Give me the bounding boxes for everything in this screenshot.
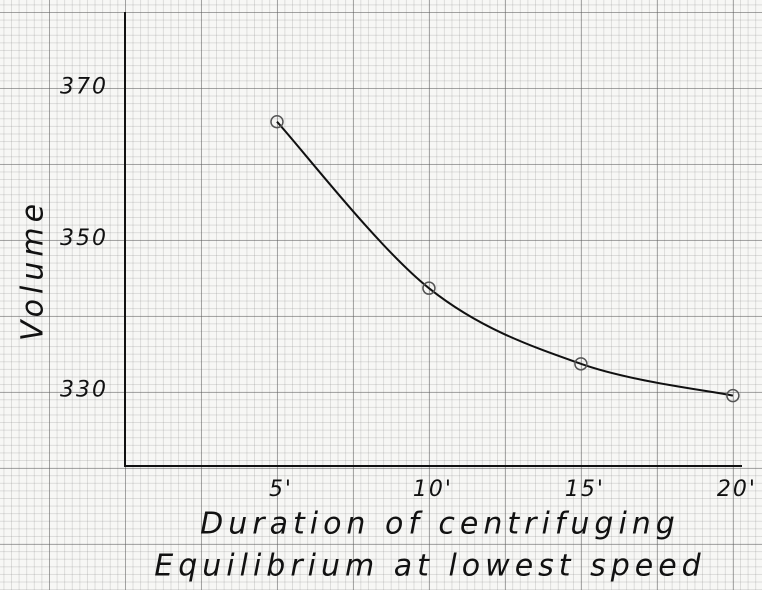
data-point: [574, 357, 588, 371]
x-axis-label: Duration of centrifuging: [200, 507, 680, 542]
x-tick-label: 5': [269, 477, 293, 502]
fit-curve: [276, 121, 734, 397]
x-tick-label: 15': [565, 477, 605, 502]
y-axis-label: Volume: [16, 199, 51, 341]
data-point: [270, 114, 284, 129]
data-point: [422, 281, 436, 295]
x-tick-label: 20': [717, 477, 757, 502]
x-tick-label: 10': [413, 477, 453, 502]
x-axis-label: Equilibrium at lowest speed: [154, 549, 705, 584]
y-tick-label: 330: [60, 377, 108, 402]
y-tick-label: 370: [60, 75, 108, 100]
y-tick-label: 350: [60, 226, 108, 251]
data-point: [726, 388, 740, 403]
